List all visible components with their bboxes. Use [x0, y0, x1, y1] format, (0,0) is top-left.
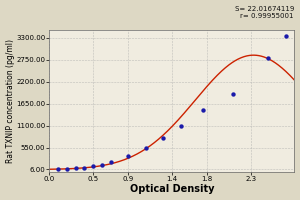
Point	[283, 34, 288, 37]
Point	[100, 163, 104, 166]
Point	[231, 92, 236, 95]
Point	[143, 146, 148, 149]
Point	[178, 124, 183, 127]
Point	[64, 167, 69, 171]
Point	[91, 165, 95, 168]
Point	[126, 154, 130, 157]
Point	[161, 136, 166, 139]
X-axis label: Optical Density: Optical Density	[130, 184, 214, 194]
Point	[266, 56, 271, 59]
Y-axis label: Rat TXNIP concentration (pg/ml): Rat TXNIP concentration (pg/ml)	[6, 39, 15, 163]
Point	[108, 161, 113, 164]
Text: S= 22.01674119
r= 0.99955001: S= 22.01674119 r= 0.99955001	[235, 6, 294, 19]
Point	[82, 166, 87, 169]
Point	[200, 108, 205, 111]
Point	[73, 167, 78, 170]
Point	[56, 168, 61, 171]
